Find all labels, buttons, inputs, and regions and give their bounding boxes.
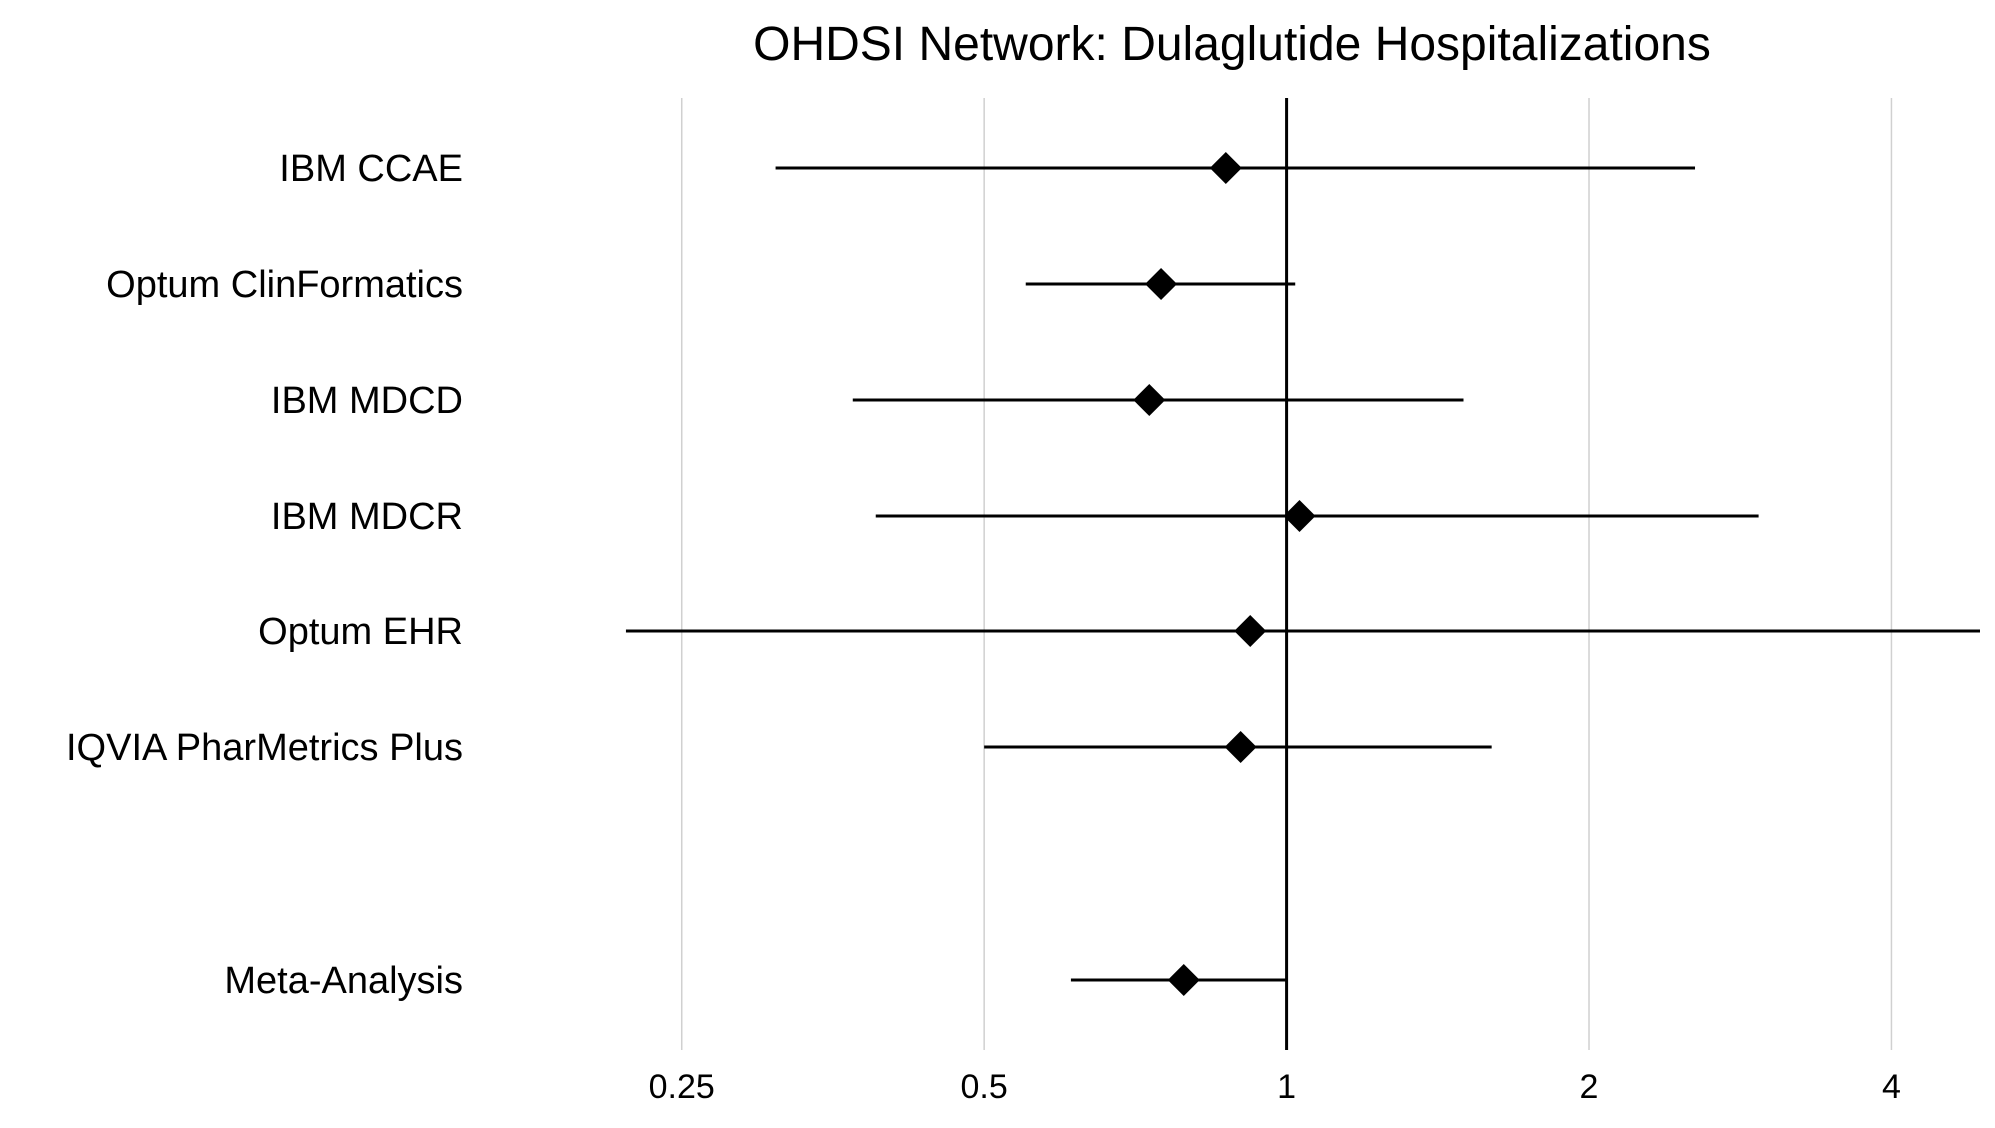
row-label: IBM MDCD <box>271 380 463 422</box>
point-estimate <box>1234 615 1267 647</box>
chart-title: OHDSI Network: Dulaglutide Hospitalizati… <box>753 18 1711 71</box>
row-label: Optum EHR <box>258 611 463 653</box>
forest-row: Optum ClinFormatics <box>106 264 1296 306</box>
x-tick-label: 4 <box>1882 1068 1901 1106</box>
point-estimate <box>1145 268 1178 300</box>
forest-row: IQVIA PharMetrics Plus <box>66 727 1492 769</box>
point-estimate <box>1167 964 1200 996</box>
point-estimate <box>1133 384 1166 416</box>
forest-row: Meta-Analysis <box>224 960 1287 1002</box>
x-tick-label: 1 <box>1277 1068 1296 1106</box>
x-axis-tick-labels: 0.25 0.5 1 2 4 <box>649 1068 1901 1106</box>
row-label: IBM CCAE <box>279 148 463 190</box>
x-tick-label: 0.25 <box>649 1068 715 1106</box>
row-label: IQVIA PharMetrics Plus <box>66 727 463 769</box>
forest-row: IBM MDCD <box>271 380 1464 422</box>
x-tick-label: 2 <box>1580 1068 1599 1106</box>
row-label: IBM MDCR <box>271 496 463 538</box>
point-estimate <box>1209 152 1242 184</box>
point-estimate <box>1224 731 1257 763</box>
row-label: Optum ClinFormatics <box>106 264 463 306</box>
forest-row: IBM MDCR <box>271 496 1759 538</box>
x-tick-label: 0.5 <box>961 1068 1008 1106</box>
forest-row: IBM CCAE <box>279 148 1696 190</box>
row-label: Meta-Analysis <box>224 960 463 1002</box>
estimates-group: IBM CCAE Optum ClinFormatics IBM MDCD IBM M… <box>66 148 1980 1002</box>
point-estimate <box>1283 500 1316 532</box>
forest-row: Optum EHR <box>258 611 1980 653</box>
